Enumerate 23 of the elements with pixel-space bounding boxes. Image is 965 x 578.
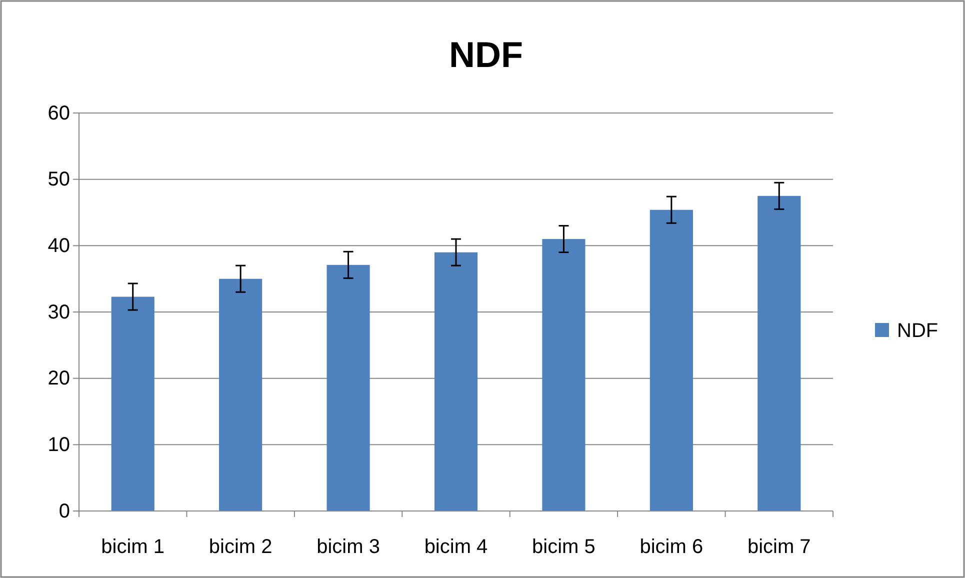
y-tick-label: 60 xyxy=(48,102,70,124)
y-tick-label: 20 xyxy=(48,368,70,390)
x-tick-label: bicim 3 xyxy=(316,536,380,558)
y-tick-label: 50 xyxy=(48,168,70,191)
x-tick-label: bicim 7 xyxy=(747,536,811,558)
y-tick-label: 40 xyxy=(48,235,70,258)
bar xyxy=(542,239,586,511)
y-tick-label: 10 xyxy=(48,434,70,456)
x-tick-label: bicim 5 xyxy=(532,536,596,558)
y-tick-label: 30 xyxy=(48,301,70,324)
y-tick-label: 0 xyxy=(58,500,70,522)
x-tick-label: bicim 6 xyxy=(640,536,704,558)
bar xyxy=(219,278,262,511)
bar xyxy=(111,296,154,511)
bar xyxy=(434,252,478,511)
legend-label: NDF xyxy=(897,320,938,342)
x-tick-label: bicim 2 xyxy=(208,536,272,558)
x-tick-label: bicim 1 xyxy=(101,536,165,558)
bar xyxy=(326,264,370,511)
bar xyxy=(758,196,801,511)
chart-title: NDF xyxy=(449,34,523,75)
bar xyxy=(650,210,693,511)
x-tick-label: bicim 4 xyxy=(424,536,488,558)
